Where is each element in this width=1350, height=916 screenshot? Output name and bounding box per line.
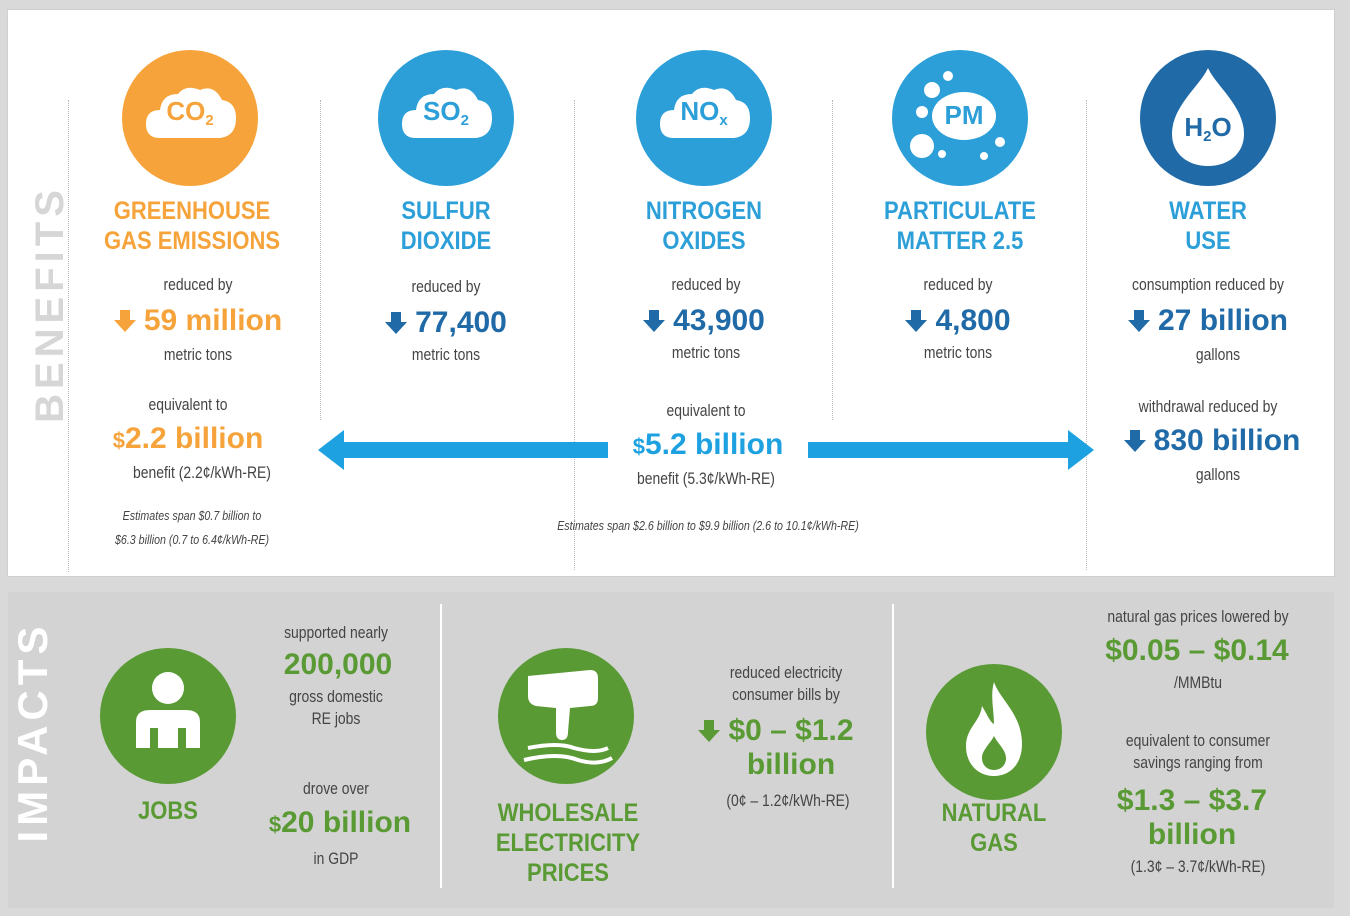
air-equivalent-label: equivalent to xyxy=(666,401,746,420)
impacts-divider xyxy=(440,604,442,888)
air-estimate: Estimates span $2.6 billion to $9.9 bill… xyxy=(557,518,859,533)
jobs-supported-label: supported nearly xyxy=(284,623,388,642)
jobs-value: 200,000 xyxy=(283,648,393,681)
down-arrow-icon xyxy=(385,312,408,334)
nox-cloud-icon: NOx xyxy=(636,50,772,186)
particle-shapes xyxy=(910,71,1005,160)
down-arrow-icon xyxy=(698,720,721,742)
benefits-section-label: BENEFITS xyxy=(28,185,72,423)
so2-cloud-icon: SO2 xyxy=(378,50,514,186)
gdp-value: $20 billion xyxy=(268,806,412,839)
ghg-unit: metric tons xyxy=(163,345,233,364)
gdp-unit: in GDP xyxy=(313,849,359,868)
pm-formula: PM xyxy=(944,100,984,130)
natural-gas-title: NATURAL GAS xyxy=(941,799,1047,857)
water-withdrawal-label: withdrawal reduced by xyxy=(1138,397,1278,416)
gas-price-unit: /MMBtu xyxy=(1173,673,1223,692)
down-arrow-icon xyxy=(1123,430,1146,452)
cloud-shape xyxy=(402,87,492,138)
so2-reduction-value: 77,400 xyxy=(326,306,566,340)
water-drop-icon: H2O xyxy=(1140,50,1276,186)
air-equivalent-value: $5.2 billion xyxy=(632,428,784,461)
nox-formula: NOx xyxy=(680,96,728,129)
pm-reduction-value: 4,800 xyxy=(838,304,1078,338)
impacts-section-label: IMPACTS xyxy=(9,621,56,843)
wholesale-value: $0 – $1.2 billion xyxy=(676,714,876,782)
so2-formula: SO2 xyxy=(423,96,469,129)
pm-title: PARTICULATE MATTER 2.5 xyxy=(884,197,1036,255)
column-divider xyxy=(1086,100,1087,570)
cloud-shape xyxy=(660,87,750,138)
down-arrow-icon xyxy=(905,310,928,332)
person-shape xyxy=(136,672,200,748)
hand-shape xyxy=(523,670,613,765)
drop-shape xyxy=(1172,68,1244,166)
impacts-divider xyxy=(892,604,894,888)
gas-price-label: natural gas prices lowered by xyxy=(1107,607,1289,626)
pm-reduced-label: reduced by xyxy=(923,275,993,294)
water-consumption-label: consumption reduced by xyxy=(1132,275,1284,294)
jobs-desc: gross domestic RE jobs xyxy=(289,687,383,728)
ghg-benefit: benefit (2.2¢/kWh-RE) xyxy=(133,463,271,482)
person-icon xyxy=(100,648,236,784)
ghg-equivalent-value: $2.2 billion xyxy=(112,422,264,455)
gas-price-value: $0.05 – $0.14 xyxy=(1105,634,1289,667)
cloud-shape xyxy=(146,87,236,138)
pm-particles-icon: PM xyxy=(892,50,1028,186)
impacts-panel: IMPACTS JOBS supported nearly 200,000 gr… xyxy=(8,592,1334,908)
water-withdrawal-unit: gallons xyxy=(1195,465,1241,484)
flame-shape xyxy=(966,682,1022,776)
jobs-title: JOBS xyxy=(138,797,198,825)
so2-reduced-label: reduced by xyxy=(411,277,481,296)
water-title: WATER USE xyxy=(1169,197,1247,255)
water-withdrawal-value: 830 billion xyxy=(1092,424,1332,458)
nox-reduction-value: 43,900 xyxy=(584,304,824,338)
gdp-label: drove over xyxy=(303,779,369,798)
down-arrow-icon xyxy=(113,310,136,332)
air-benefit: benefit (5.3¢/kWh-RE) xyxy=(637,469,775,488)
column-divider xyxy=(68,100,69,572)
ghg-reduction-value: 59 million xyxy=(78,304,318,338)
gas-savings-label: equivalent to consumer savings ranging f… xyxy=(1125,731,1271,772)
so2-title: SULFUR DIOXIDE xyxy=(400,197,492,255)
nox-title: NITROGEN OXIDES xyxy=(645,197,763,255)
hand-pointing-icon xyxy=(498,648,634,784)
so2-unit: metric tons xyxy=(411,345,481,364)
wholesale-range: (0¢ – 1.2¢/kWh-RE) xyxy=(726,791,850,810)
down-arrow-icon xyxy=(643,310,666,332)
down-arrow-icon xyxy=(1127,310,1150,332)
flame-icon xyxy=(926,664,1062,800)
column-divider xyxy=(832,100,833,420)
h2o-formula: H2O xyxy=(1184,112,1232,145)
ghg-equivalent-label: equivalent to xyxy=(148,395,228,414)
nox-unit: metric tons xyxy=(671,343,741,362)
nox-reduced-label: reduced by xyxy=(671,275,741,294)
ghg-estimate: Estimates span $0.7 billion to $6.3 bill… xyxy=(114,508,270,547)
gas-savings-value: $1.3 – $3.7 billion xyxy=(1116,784,1268,851)
wholesale-title: WHOLESALE ELECTRICITY PRICES xyxy=(495,799,641,887)
co2-cloud-icon: CO2 xyxy=(122,50,258,186)
water-consumption-unit: gallons xyxy=(1195,345,1241,364)
gas-savings-range: (1.3¢ – 3.7¢/kWh-RE) xyxy=(1130,857,1266,876)
ghg-title: GREENHOUSE GAS EMISSIONS xyxy=(103,197,281,255)
benefits-panel: BENEFITS CO2 GREENHOUSE GAS EMISSIONS re… xyxy=(8,10,1334,576)
wholesale-desc: reduced electricity consumer bills by xyxy=(729,663,843,704)
double-arrow-icon xyxy=(318,430,1094,470)
water-consumption-value: 27 billion xyxy=(1088,304,1328,338)
column-divider xyxy=(320,100,321,420)
co2-formula: CO2 xyxy=(166,96,214,129)
ghg-reduced-label: reduced by xyxy=(163,275,233,294)
column-divider xyxy=(574,100,575,570)
pm-unit: metric tons xyxy=(923,343,993,362)
